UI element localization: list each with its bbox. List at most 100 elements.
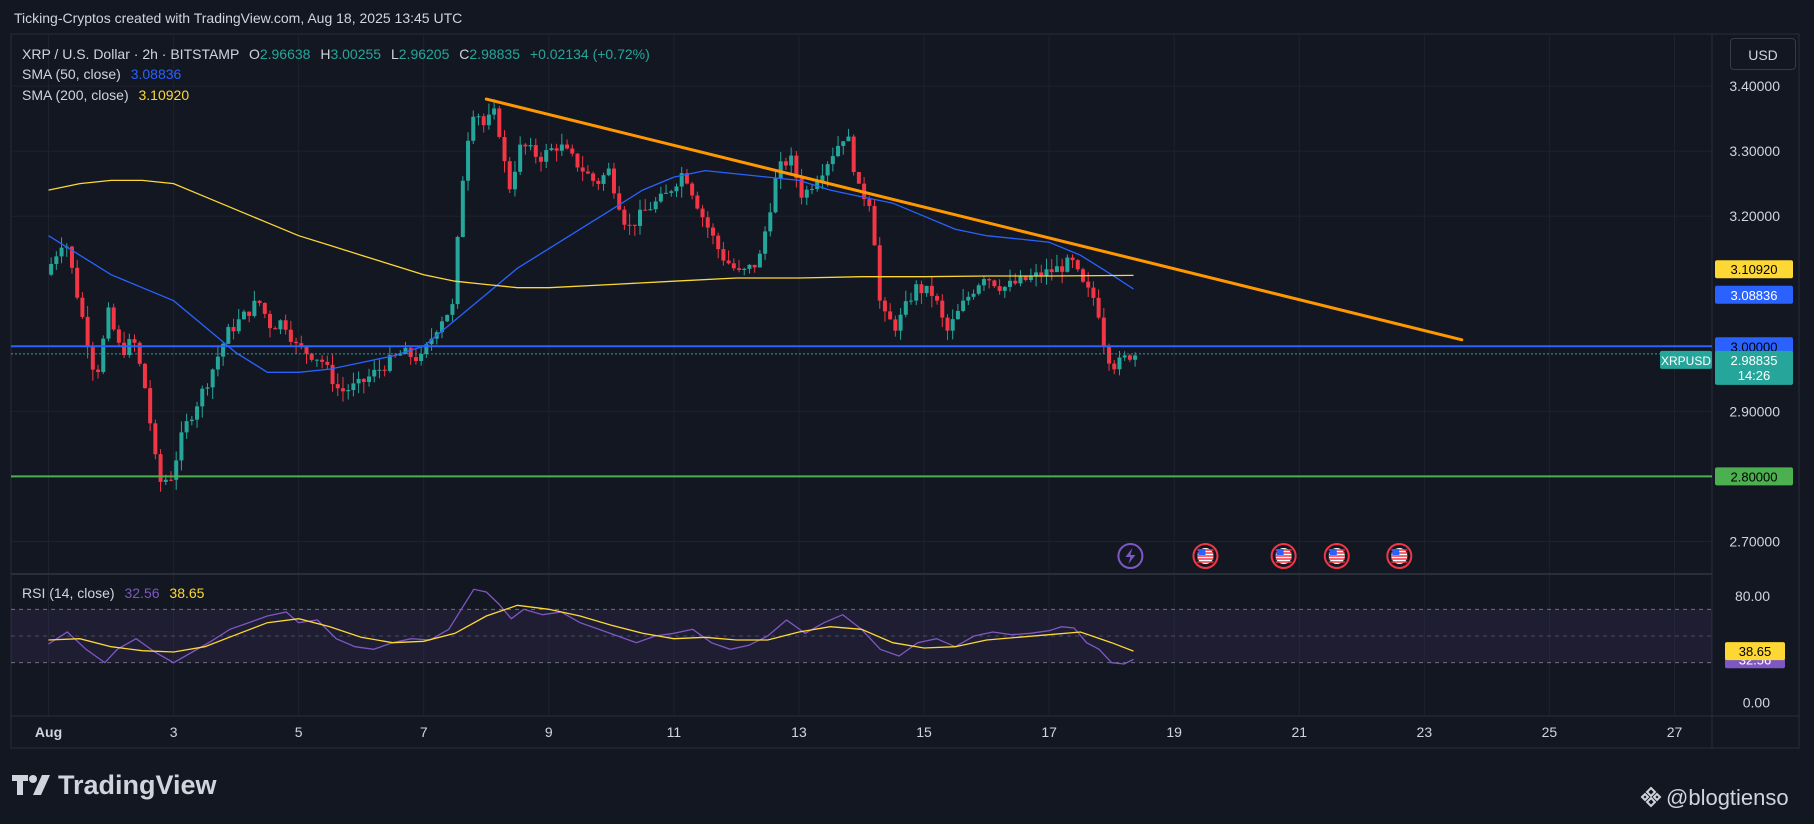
candle[interactable] [189, 419, 194, 422]
candle[interactable] [1112, 363, 1117, 370]
candle[interactable] [565, 144, 570, 149]
candle[interactable] [492, 108, 497, 115]
candle[interactable] [1002, 286, 1007, 291]
candle[interactable] [935, 295, 940, 301]
candle[interactable] [580, 167, 585, 172]
sma200-legend[interactable]: SMA (200, close) 3.10920 [22, 87, 189, 103]
candle[interactable] [408, 347, 413, 358]
candle[interactable] [174, 460, 179, 480]
event-markers[interactable] [1117, 543, 1413, 569]
sma50-legend[interactable]: SMA (50, close) 3.08836 [22, 66, 181, 82]
candle[interactable] [168, 479, 173, 481]
candle[interactable] [1060, 266, 1065, 272]
candle[interactable] [413, 357, 418, 361]
candle[interactable] [153, 423, 158, 455]
candle[interactable] [716, 235, 721, 250]
candle[interactable] [518, 144, 523, 172]
candle[interactable] [476, 116, 481, 118]
candle[interactable] [794, 155, 799, 179]
candle[interactable] [288, 329, 293, 342]
candle[interactable] [1034, 272, 1039, 277]
candle[interactable] [387, 355, 392, 371]
candle[interactable] [622, 209, 627, 225]
candle[interactable] [841, 141, 846, 146]
candle[interactable] [882, 300, 887, 312]
candle[interactable] [49, 264, 54, 275]
candle[interactable] [757, 253, 762, 268]
candle[interactable] [1065, 257, 1070, 272]
candle[interactable] [617, 193, 622, 210]
candle[interactable] [929, 285, 934, 296]
candle[interactable] [773, 178, 778, 213]
candle[interactable] [611, 168, 616, 194]
candle[interactable] [137, 342, 142, 364]
candle[interactable] [638, 209, 643, 226]
candle[interactable] [419, 353, 424, 361]
candle[interactable] [851, 136, 856, 173]
candle[interactable] [987, 279, 992, 281]
candle[interactable] [684, 173, 689, 184]
candle[interactable] [221, 343, 226, 357]
candle[interactable] [632, 224, 637, 226]
candle[interactable] [747, 264, 752, 269]
candle[interactable] [122, 342, 127, 356]
candle[interactable] [549, 148, 554, 151]
candle[interactable] [742, 268, 747, 270]
candle[interactable] [314, 359, 319, 361]
candle[interactable] [330, 364, 335, 385]
candle[interactable] [210, 369, 215, 388]
candle[interactable] [1044, 269, 1049, 277]
candle[interactable] [867, 199, 872, 206]
candle[interactable] [257, 300, 262, 303]
candle[interactable] [1107, 345, 1112, 364]
candle[interactable] [955, 310, 960, 320]
rsi-pane[interactable] [48, 588, 1134, 665]
candle[interactable] [997, 286, 1002, 291]
candle[interactable] [398, 353, 403, 356]
candle[interactable] [653, 201, 658, 210]
candle[interactable] [544, 150, 549, 162]
candle[interactable] [96, 369, 101, 373]
candle[interactable] [1013, 280, 1018, 284]
candle[interactable] [1101, 317, 1106, 346]
candle[interactable] [241, 311, 246, 320]
candle[interactable] [346, 390, 351, 392]
candle[interactable] [961, 300, 966, 311]
candle[interactable] [674, 186, 679, 192]
candle[interactable] [1086, 281, 1091, 288]
candle[interactable] [976, 285, 981, 294]
candle[interactable] [163, 479, 168, 482]
candle[interactable] [643, 209, 648, 211]
candle[interactable] [664, 192, 669, 194]
candle[interactable] [778, 161, 783, 179]
candle[interactable] [278, 320, 283, 330]
candle[interactable] [320, 359, 325, 362]
candle[interactable] [945, 317, 950, 331]
candle[interactable] [877, 245, 882, 301]
symbol-legend[interactable]: XRP / U.S. Dollar · 2h · BITSTAMP O2.966… [22, 46, 650, 62]
candle[interactable] [528, 145, 533, 147]
candle[interactable] [116, 329, 121, 343]
us-flag-icon[interactable] [1270, 543, 1297, 569]
us-flag-icon[interactable] [1386, 543, 1413, 569]
symbol-name[interactable]: XRP / U.S. Dollar · 2h · BITSTAMP [22, 46, 240, 62]
rsi-ma-line[interactable] [48, 604, 1134, 653]
candle[interactable] [950, 319, 955, 331]
candle[interactable] [825, 164, 830, 176]
candle[interactable] [596, 180, 601, 184]
candle[interactable] [356, 378, 361, 384]
candle[interactable] [554, 148, 559, 151]
candle[interactable] [460, 180, 465, 237]
candle[interactable] [377, 369, 382, 371]
candle[interactable] [1018, 276, 1023, 284]
candle[interactable] [247, 311, 252, 316]
candle[interactable] [148, 388, 153, 424]
candle[interactable] [179, 432, 184, 461]
rsi-line[interactable] [48, 588, 1134, 665]
candle[interactable] [268, 313, 273, 329]
candle[interactable] [799, 178, 804, 198]
candle[interactable] [789, 155, 794, 166]
sma50-line[interactable] [48, 169, 1134, 373]
candle[interactable] [700, 208, 705, 218]
